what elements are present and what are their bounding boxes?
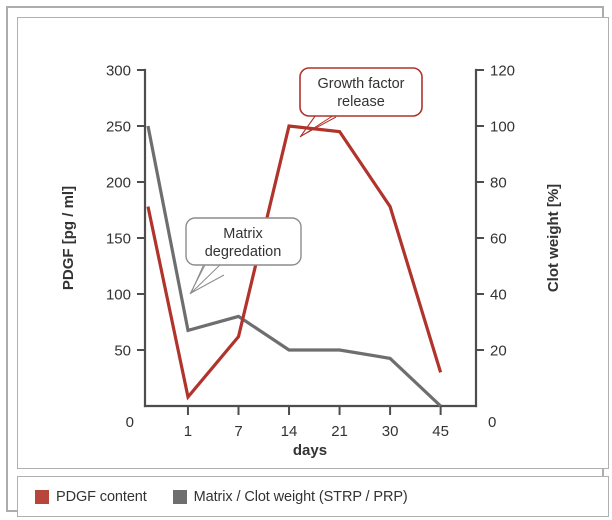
chart-legend: PDGF content Matrix / Clot weight (STRP …	[17, 476, 609, 517]
right-axis-tick-labels: 20 40 60 80 100 120	[490, 63, 515, 360]
matrix-callout-box	[185, 217, 302, 266]
right-tick-label-120: 120	[490, 63, 515, 80]
x-tick-label-21: 21	[331, 423, 348, 440]
left-tick-label-200: 200	[106, 175, 131, 192]
legend-swatch-pdgf-icon	[35, 489, 49, 504]
growth-callout-tail	[299, 114, 336, 138]
legend-label-pdgf: PDGF content	[56, 488, 147, 505]
left-tick-label-50: 50	[114, 343, 131, 360]
growth-callout-box	[299, 67, 423, 117]
right-tick-label-20: 20	[490, 343, 507, 360]
legend-entry-pdgf: PDGF content	[35, 489, 147, 505]
right-tick-label-40: 40	[490, 287, 507, 304]
matrix-callout-line1: Matrix	[223, 226, 263, 242]
annotation-matrix-degredation: Matrix degredation	[185, 217, 302, 295]
right-tick-label-80: 80	[490, 175, 507, 192]
matrix-callout-line2: degredation	[205, 244, 282, 260]
left-axis-tick-labels: 50 100 150 200 250 300	[106, 63, 131, 360]
left-tick-label-150: 150	[106, 231, 131, 248]
series-line-pdgf-content	[146, 124, 443, 401]
left-tick-label-100: 100	[106, 287, 131, 304]
right-axis-ticks	[476, 69, 484, 351]
growth-callout-line1: Growth factor	[317, 76, 404, 92]
x-axis-title: days	[293, 442, 327, 459]
legend-entry-matrix: Matrix / Clot weight (STRP / PRP)	[172, 488, 408, 505]
x-tick-label-45: 45	[432, 423, 449, 440]
x-axis-tick-labels: 1 7 14 21 30 45	[184, 423, 449, 440]
x-tick-label-30: 30	[382, 423, 399, 440]
origin-right-label: 0	[488, 414, 496, 431]
figure-frame: 50 100 150 200 250 300 20 40 60 80 100 120 1 7 14 21 3…	[6, 6, 609, 517]
origin-left-label: 0	[126, 414, 134, 431]
x-tick-label-1: 1	[184, 423, 192, 440]
right-tick-label-60: 60	[490, 231, 507, 248]
left-axis-ticks	[137, 69, 145, 351]
y2-axis-title: Clot weight [%]	[545, 184, 562, 292]
x-axis-ticks	[186, 406, 442, 415]
y-axis-title: PDGF [pg / ml]	[60, 186, 77, 290]
x-tick-label-7: 7	[234, 423, 242, 440]
left-tick-label-300: 300	[106, 63, 131, 80]
legend-label-matrix: Matrix / Clot weight (STRP / PRP)	[193, 488, 408, 505]
growth-callout-line2: release	[337, 94, 385, 110]
x-tick-label-14: 14	[281, 423, 298, 440]
legend-swatch-matrix-icon	[172, 489, 187, 504]
left-tick-label-250: 250	[106, 119, 131, 136]
chart-panel: 50 100 150 200 250 300 20 40 60 80 100 120 1 7 14 21 3…	[17, 17, 609, 469]
right-tick-label-100: 100	[490, 119, 515, 136]
series-line-matrix-clot-weight	[146, 125, 442, 408]
annotation-growth-factor-release: Growth factor release	[299, 67, 423, 138]
